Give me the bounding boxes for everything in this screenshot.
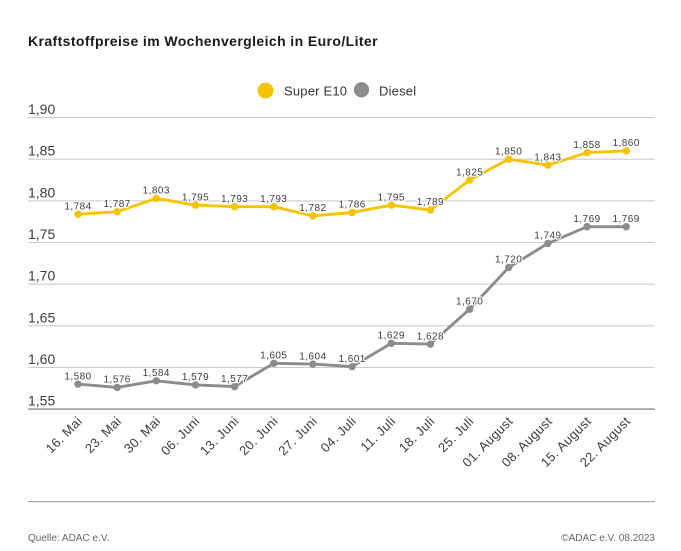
svg-text:18. Juli: 18. Juli bbox=[396, 414, 438, 456]
svg-text:1,793: 1,793 bbox=[260, 194, 287, 205]
svg-text:1,576: 1,576 bbox=[104, 375, 131, 386]
svg-text:1,795: 1,795 bbox=[378, 192, 405, 203]
svg-text:13. Juni: 13. Juni bbox=[197, 414, 242, 459]
svg-text:1,60: 1,60 bbox=[28, 351, 55, 367]
svg-text:30. Mai: 30. Mai bbox=[121, 414, 163, 456]
svg-text:1,75: 1,75 bbox=[28, 226, 55, 242]
svg-text:23. Mai: 23. Mai bbox=[82, 414, 124, 456]
svg-text:1,795: 1,795 bbox=[182, 192, 209, 203]
svg-text:1,65: 1,65 bbox=[28, 309, 55, 325]
svg-text:11. Juli: 11. Juli bbox=[357, 414, 398, 455]
svg-text:1,90: 1,90 bbox=[28, 101, 55, 117]
svg-text:1,85: 1,85 bbox=[28, 143, 55, 159]
svg-text:Super E10: Super E10 bbox=[284, 83, 347, 98]
svg-text:06. Juni: 06. Juni bbox=[158, 414, 203, 459]
svg-text:04. Juli: 04. Juli bbox=[318, 414, 360, 456]
svg-text:1,843: 1,843 bbox=[534, 152, 561, 163]
svg-text:1,605: 1,605 bbox=[260, 351, 287, 362]
svg-text:1,782: 1,782 bbox=[299, 203, 326, 214]
svg-text:1,803: 1,803 bbox=[143, 186, 170, 197]
svg-text:27. Juni: 27. Juni bbox=[275, 414, 320, 459]
svg-text:1,769: 1,769 bbox=[613, 214, 640, 225]
svg-text:1,720: 1,720 bbox=[495, 255, 522, 266]
svg-text:1,601: 1,601 bbox=[338, 354, 365, 365]
svg-text:1,787: 1,787 bbox=[104, 199, 131, 210]
svg-text:1,749: 1,749 bbox=[534, 231, 561, 242]
svg-text:Kraftstoffpreise im Wochenverg: Kraftstoffpreise im Wochenvergleich in E… bbox=[28, 33, 378, 49]
svg-text:1,850: 1,850 bbox=[495, 146, 522, 157]
svg-text:20. Juni: 20. Juni bbox=[236, 414, 281, 459]
svg-text:1,769: 1,769 bbox=[573, 214, 600, 225]
svg-text:1,858: 1,858 bbox=[573, 140, 600, 151]
svg-text:1,55: 1,55 bbox=[28, 393, 55, 409]
svg-text:1,80: 1,80 bbox=[28, 184, 55, 200]
svg-text:©ADAC e.V. 08.2023: ©ADAC e.V. 08.2023 bbox=[561, 533, 655, 544]
svg-text:1,579: 1,579 bbox=[182, 372, 209, 383]
svg-text:16. Mai: 16. Mai bbox=[43, 414, 85, 456]
svg-text:1,789: 1,789 bbox=[417, 197, 444, 208]
svg-text:1,786: 1,786 bbox=[338, 200, 365, 211]
svg-text:Quelle: ADAC e.V.: Quelle: ADAC e.V. bbox=[28, 533, 109, 544]
svg-text:1,670: 1,670 bbox=[456, 296, 483, 307]
svg-text:1,793: 1,793 bbox=[221, 194, 248, 205]
svg-text:Diesel: Diesel bbox=[379, 83, 416, 98]
svg-text:1,577: 1,577 bbox=[221, 374, 248, 385]
svg-text:1,604: 1,604 bbox=[299, 351, 326, 362]
svg-text:1,629: 1,629 bbox=[378, 331, 405, 342]
svg-text:1,860: 1,860 bbox=[613, 138, 640, 149]
svg-text:1,580: 1,580 bbox=[64, 371, 91, 382]
svg-text:1,784: 1,784 bbox=[64, 201, 91, 212]
svg-text:1,628: 1,628 bbox=[417, 331, 444, 342]
svg-text:1,825: 1,825 bbox=[456, 167, 483, 178]
svg-text:1,584: 1,584 bbox=[143, 368, 170, 379]
svg-text:1,70: 1,70 bbox=[28, 268, 55, 284]
